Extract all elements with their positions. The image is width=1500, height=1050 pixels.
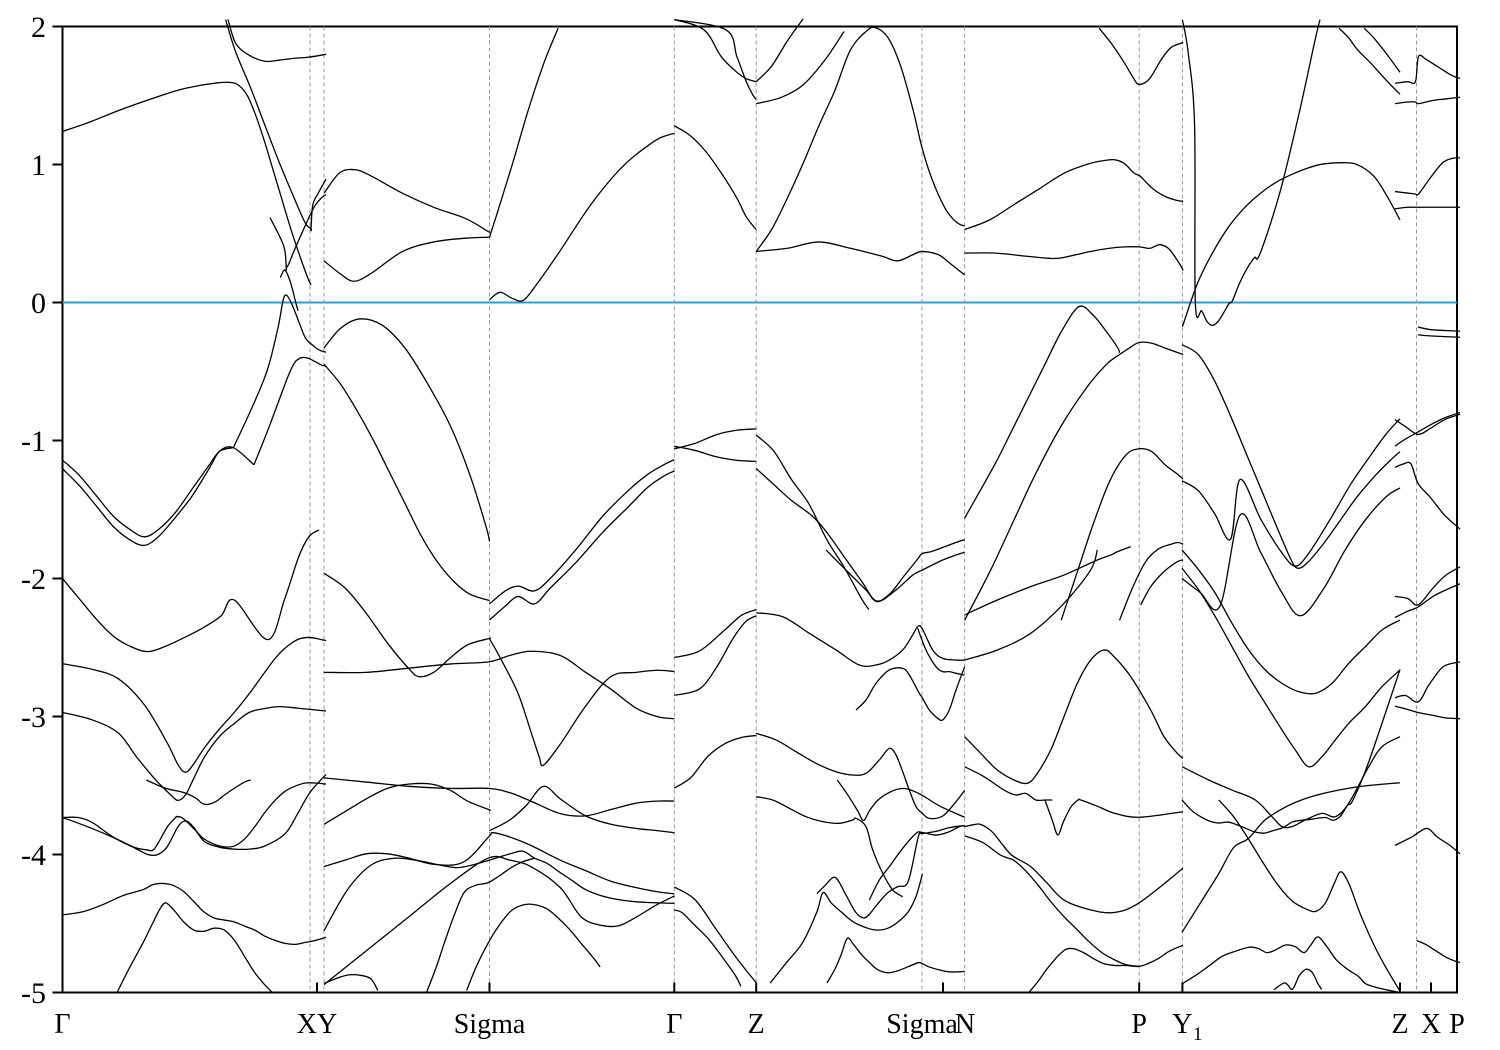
- svg-text:-3: -3: [21, 701, 46, 734]
- svg-text:Sigma: Sigma: [886, 1009, 958, 1040]
- svg-text:2: 2: [31, 11, 46, 44]
- svg-text:-2: -2: [21, 563, 46, 596]
- svg-text:Z: Z: [748, 1009, 765, 1040]
- svg-text:Sigma: Sigma: [454, 1009, 526, 1040]
- svg-text:P: P: [1449, 1009, 1465, 1040]
- svg-text:-5: -5: [21, 977, 46, 1010]
- svg-text:-1: -1: [21, 425, 46, 458]
- svg-text:-4: -4: [21, 839, 46, 872]
- svg-text:N: N: [955, 1009, 975, 1040]
- svg-text:P: P: [1131, 1009, 1147, 1040]
- svg-text:Γ: Γ: [666, 1009, 682, 1040]
- svg-text:1: 1: [1193, 1024, 1203, 1045]
- svg-text:Γ: Γ: [54, 1009, 70, 1040]
- svg-text:Z: Z: [1391, 1009, 1408, 1040]
- svg-text:XY: XY: [297, 1009, 337, 1040]
- svg-text:1: 1: [31, 149, 46, 182]
- svg-text:Y: Y: [1172, 1009, 1192, 1040]
- svg-text:0: 0: [31, 287, 46, 320]
- svg-text:X: X: [1421, 1009, 1441, 1040]
